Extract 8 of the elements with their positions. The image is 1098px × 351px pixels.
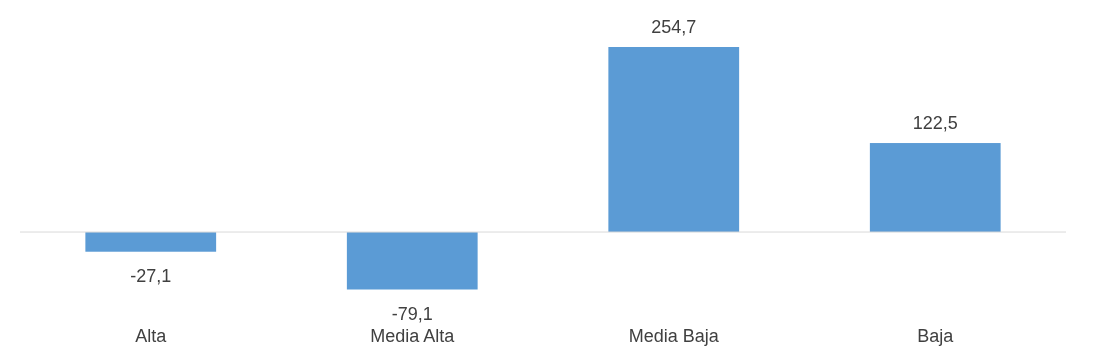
data-label: -79,1	[391, 303, 433, 324]
data-label: 122,5	[912, 113, 958, 134]
data-label: 254,7	[651, 17, 697, 37]
x-tick-label: Media Alta	[370, 326, 456, 346]
x-tick-label: Alta	[135, 326, 168, 346]
x-tick-label: Media Baja	[628, 326, 720, 346]
x-tick-label: Baja	[917, 326, 955, 346]
data-label: -27,1	[130, 265, 172, 286]
